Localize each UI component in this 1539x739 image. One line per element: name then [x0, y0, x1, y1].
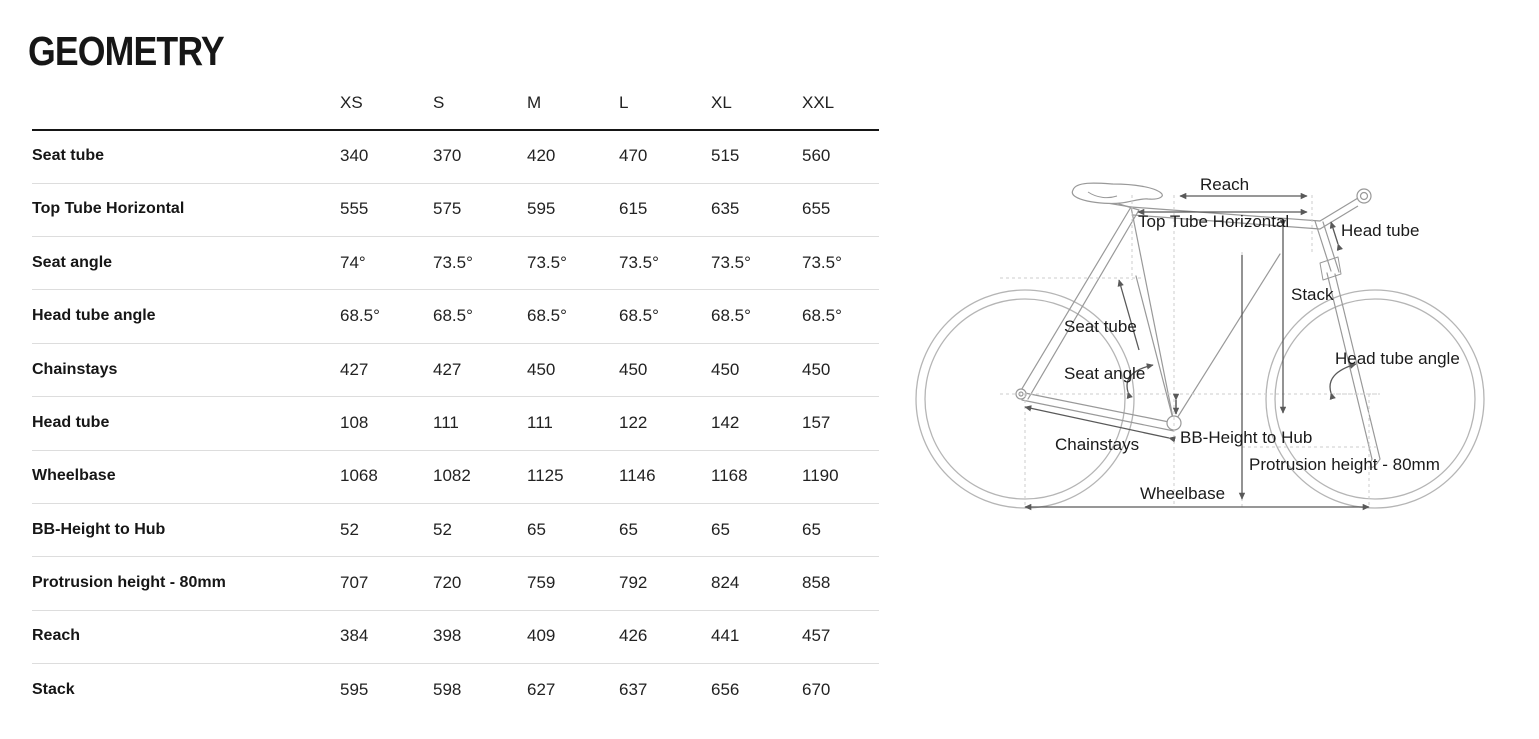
svg-text:Reach: Reach [1200, 175, 1249, 194]
svg-text:Head tube: Head tube [1341, 221, 1419, 240]
svg-text:Wheelbase: Wheelbase [1140, 484, 1225, 503]
svg-text:BB-Height to Hub: BB-Height to Hub [1180, 428, 1312, 447]
svg-text:Seat angle: Seat angle [1064, 364, 1145, 383]
svg-text:Protrusion height - 80mm: Protrusion height - 80mm [1249, 455, 1440, 474]
svg-text:Top Tube Horizontal: Top Tube Horizontal [1138, 212, 1289, 231]
svg-text:Head tube angle: Head tube angle [1335, 349, 1460, 368]
svg-text:Stack: Stack [1291, 285, 1334, 304]
svg-text:Seat tube: Seat tube [1064, 317, 1137, 336]
svg-text:Chainstays: Chainstays [1055, 435, 1139, 454]
